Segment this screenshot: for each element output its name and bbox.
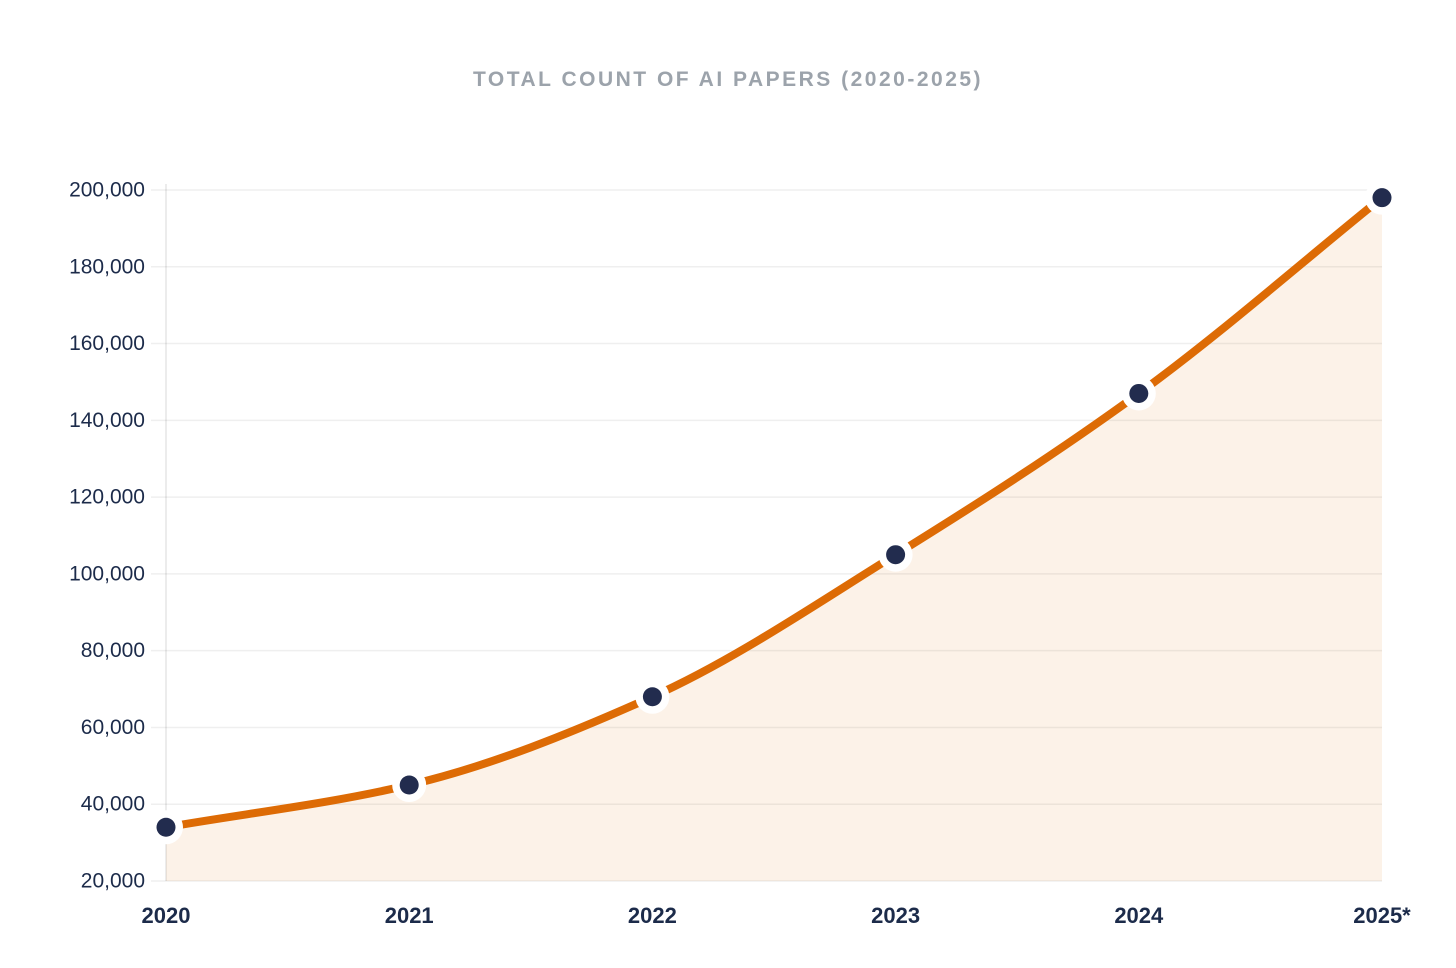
y-tick-label: 200,000 <box>69 179 145 202</box>
x-tick-label: 2020 <box>142 903 191 928</box>
y-tick-label: 40,000 <box>81 793 145 816</box>
data-point <box>156 817 176 837</box>
y-tick-label: 160,000 <box>69 332 145 355</box>
x-tick-label: 2023 <box>871 903 920 928</box>
data-point <box>886 545 906 565</box>
y-tick-label: 100,000 <box>69 562 145 585</box>
y-tick-label: 60,000 <box>81 716 145 739</box>
y-tick-label: 20,000 <box>81 870 145 893</box>
x-tick-label: 2024 <box>1114 903 1164 928</box>
data-point <box>642 687 662 707</box>
x-tick-label: 2021 <box>385 903 434 928</box>
area-fill <box>166 197 1382 881</box>
data-point <box>1372 188 1392 208</box>
data-point <box>1129 383 1149 403</box>
y-tick-label: 80,000 <box>81 639 145 662</box>
y-tick-label: 120,000 <box>69 486 145 509</box>
chart-title: TOTAL COUNT OF AI PAPERS (2020-2025) <box>472 68 984 91</box>
x-tick-label: 2025* <box>1353 903 1411 928</box>
data-point <box>399 775 419 795</box>
x-tick-label: 2022 <box>628 903 677 928</box>
y-tick-label: 140,000 <box>69 409 145 432</box>
y-tick-label: 180,000 <box>69 255 145 278</box>
